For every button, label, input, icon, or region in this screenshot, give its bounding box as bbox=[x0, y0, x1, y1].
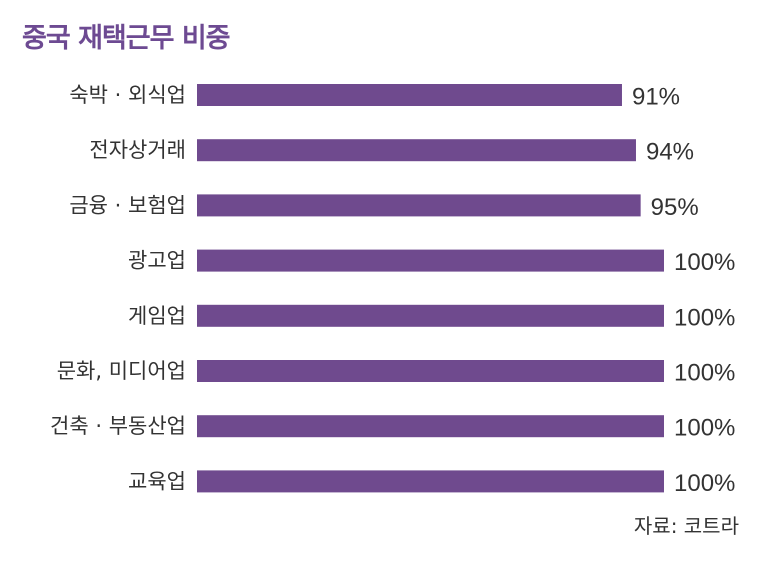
value-label: 100% bbox=[674, 360, 735, 387]
category-label: 금융 · 보험업 bbox=[69, 193, 186, 217]
bar bbox=[197, 470, 664, 493]
category-label: 전자상거래 bbox=[89, 138, 186, 162]
value-label: 95% bbox=[651, 194, 699, 221]
bar bbox=[197, 249, 664, 272]
bar bbox=[197, 415, 664, 438]
bar bbox=[197, 304, 664, 327]
bar bbox=[197, 360, 664, 382]
value-label: 100% bbox=[674, 415, 735, 442]
bars bbox=[197, 84, 664, 493]
value-labels: 91% 94% 95% 100% 100% 100% 100% 100% bbox=[632, 84, 735, 497]
bar bbox=[197, 194, 641, 217]
category-label: 교육업 bbox=[128, 469, 186, 493]
value-label: 91% bbox=[632, 84, 680, 111]
value-label: 94% bbox=[646, 139, 694, 166]
category-label: 건축 · 부동산업 bbox=[50, 414, 186, 438]
chart-title: 중국 재택근무 비중 bbox=[22, 23, 231, 54]
category-label: 문화, 미디어업 bbox=[57, 359, 186, 383]
source-note: 자료: 코트라 bbox=[633, 514, 739, 538]
bar bbox=[197, 84, 622, 106]
category-label: 광고업 bbox=[128, 249, 186, 273]
bar bbox=[197, 139, 636, 162]
value-label: 100% bbox=[674, 304, 735, 331]
value-label: 100% bbox=[674, 470, 735, 497]
value-label: 100% bbox=[674, 249, 735, 276]
category-label: 게임업 bbox=[128, 304, 186, 328]
category-label: 숙박 · 외식업 bbox=[69, 83, 186, 107]
